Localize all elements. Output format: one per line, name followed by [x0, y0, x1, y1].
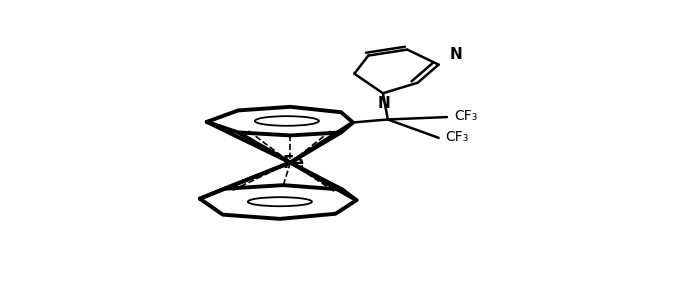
- Text: N: N: [378, 96, 391, 111]
- Text: CF₃: CF₃: [445, 130, 469, 144]
- Text: Fe: Fe: [282, 154, 305, 171]
- Text: N: N: [449, 47, 463, 62]
- Text: CF₃: CF₃: [454, 109, 477, 123]
